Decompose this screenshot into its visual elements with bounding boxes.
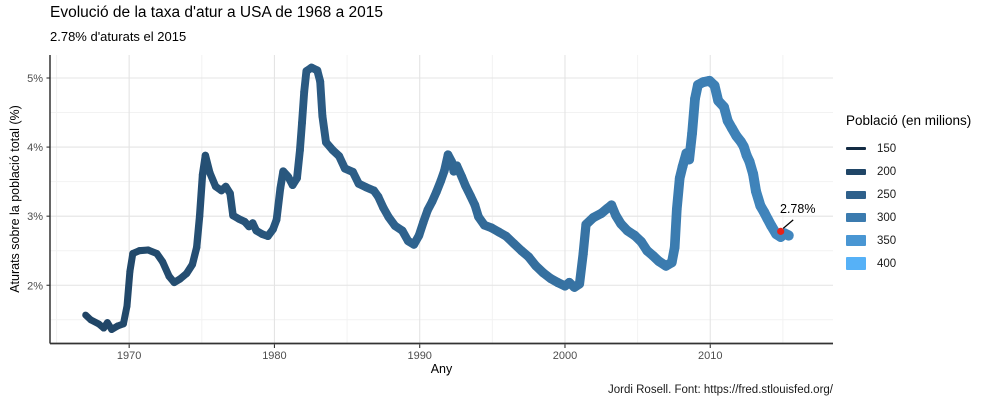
legend-entry: 300 (846, 206, 971, 229)
series-line-segment (123, 267, 134, 310)
annotation-dot (777, 227, 785, 235)
chart-subtitle: 2.78% d'aturats el 2015 (50, 29, 187, 44)
legend-swatch-line (846, 256, 866, 271)
legend-entry-label: 250 (877, 188, 897, 201)
legend-entry: 400 (846, 252, 971, 275)
legend-entries: 150 200 250 300 350 400 (846, 137, 971, 275)
legend-entry: 150 (846, 137, 971, 160)
legend-swatch-line (846, 234, 866, 247)
series-line-segment (195, 171, 207, 220)
annotation-leader-line (782, 219, 794, 229)
series-line-segment (295, 118, 306, 155)
series-line-segment (272, 184, 285, 224)
legend-title: Població (en milions) (846, 113, 972, 128)
series-line-segment (574, 249, 588, 289)
legend-key-icon (846, 168, 866, 175)
legend-swatch-line (846, 190, 866, 199)
y-axis-title: Aturats sobre la població total (%) (8, 105, 22, 293)
x-tick-label: 2010 (698, 350, 722, 362)
series-line-segment (193, 212, 204, 251)
series-line-segment (298, 87, 309, 127)
series-line-segment (293, 146, 304, 183)
legend-entry-label: 400 (877, 257, 897, 270)
legend: Població (en milions) 150 200 250 300 350 400 (846, 113, 971, 275)
chart-caption: Jordi Rosell. Font: https://fred.stlouis… (608, 384, 833, 396)
series-line-segment (687, 93, 700, 139)
legend-entry-label: 150 (877, 142, 897, 155)
chart-title: Evolució de la taxa d'atur a USA de 1968… (50, 4, 384, 21)
x-tick-label: 1970 (117, 350, 141, 362)
x-tick-label: 1990 (407, 350, 431, 362)
legend-key-icon (846, 256, 866, 271)
legend-swatch-line (846, 212, 866, 223)
y-tick-label: 2% (27, 280, 43, 292)
legend-entry-label: 350 (877, 234, 897, 247)
legend-entry: 250 (846, 183, 971, 206)
series-line-segment (779, 228, 794, 241)
x-tick-label: 1980 (262, 350, 286, 362)
legend-swatch-line (846, 147, 866, 150)
legend-key-icon (846, 147, 866, 150)
x-axis-title: Any (430, 362, 453, 376)
y-tick-label: 3% (27, 211, 43, 223)
legend-entry-label: 300 (877, 211, 897, 224)
x-tick-label: 2000 (553, 350, 577, 362)
legend-key-icon (846, 190, 866, 199)
legend-swatch-line (846, 168, 866, 175)
legend-entry: 350 (846, 229, 971, 252)
series-line-segment (669, 204, 682, 253)
y-tick-label: 4% (27, 142, 43, 154)
y-tick-label: 5% (27, 73, 43, 85)
legend-key-icon (846, 212, 866, 223)
annotation-label: 2.78% (780, 202, 816, 216)
series-line-segment (318, 112, 330, 147)
series-line-segment (578, 219, 591, 259)
legend-entry-label: 200 (877, 165, 897, 178)
series-line-segment (316, 77, 327, 120)
legend-entry: 200 (846, 160, 971, 183)
legend-key-icon (846, 234, 866, 247)
series-line-segment (671, 173, 685, 215)
